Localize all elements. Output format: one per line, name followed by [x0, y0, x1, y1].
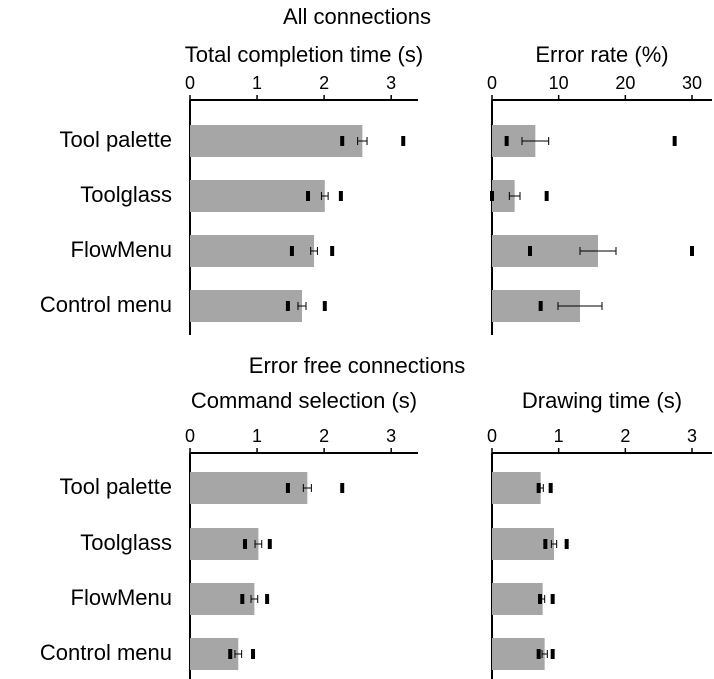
marker: [401, 136, 406, 146]
x-tick-label: 3: [386, 73, 396, 93]
error-bar: [508, 192, 521, 200]
x-tick-label: 3: [386, 426, 396, 446]
x-tick-label: 20: [615, 73, 635, 93]
marker: [536, 649, 541, 659]
marker: [528, 246, 532, 256]
chart-title: Error rate (%): [535, 42, 668, 67]
marker: [690, 246, 694, 256]
marker: [330, 246, 335, 256]
marker: [564, 539, 569, 549]
category-label: Tool palette: [59, 127, 172, 152]
error-bar: [579, 247, 617, 255]
bar: [492, 638, 545, 670]
marker: [543, 539, 548, 549]
marker: [338, 191, 343, 201]
error-bar: [541, 650, 548, 658]
bar: [492, 583, 543, 615]
category-label: FlowMenu: [71, 237, 172, 262]
bar: [190, 125, 363, 157]
marker: [228, 649, 233, 659]
error-bar: [357, 137, 368, 145]
marker: [340, 483, 345, 493]
chart-title: Drawing time (s): [522, 388, 682, 413]
bar: [190, 290, 302, 322]
category-label: Toolglass: [80, 530, 172, 555]
marker: [306, 191, 311, 201]
x-tick-label: 1: [252, 73, 262, 93]
marker: [672, 136, 677, 146]
marker: [242, 539, 247, 549]
error-bar: [521, 137, 550, 145]
x-tick-label: 0: [185, 73, 195, 93]
x-tick-label: 0: [487, 73, 497, 93]
x-tick-label: 2: [620, 426, 630, 446]
marker: [340, 136, 345, 146]
marker: [550, 649, 555, 659]
marker: [285, 483, 290, 493]
bar: [190, 235, 315, 267]
marker: [550, 594, 555, 604]
marker: [538, 594, 542, 604]
error-bar: [550, 540, 558, 548]
category-label: Control menu: [40, 292, 172, 317]
x-tick-label: 1: [252, 426, 262, 446]
marker: [322, 301, 327, 311]
bar: [190, 180, 325, 212]
marker: [265, 594, 270, 604]
category-label: Tool palette: [59, 474, 172, 499]
marker: [251, 649, 256, 659]
marker: [267, 539, 272, 549]
x-tick-label: 0: [185, 426, 195, 446]
error-bar: [250, 595, 259, 603]
chart-title: Command selection (s): [191, 388, 417, 413]
marker: [285, 301, 290, 311]
error-bar: [254, 540, 263, 548]
marker: [536, 483, 541, 493]
marker: [289, 246, 294, 256]
x-tick-label: 1: [554, 426, 564, 446]
x-tick-label: 2: [319, 426, 329, 446]
marker: [538, 301, 543, 311]
category-label: FlowMenu: [71, 585, 172, 610]
x-tick-label: 3: [687, 426, 697, 446]
category-label: Toolglass: [80, 182, 172, 207]
error-bar: [320, 192, 329, 200]
group-title: Error free connections: [249, 353, 465, 378]
x-tick-label: 30: [682, 73, 702, 93]
x-tick-label: 2: [319, 73, 329, 93]
group-title: All connections: [283, 4, 431, 29]
x-tick-label: 0: [487, 426, 497, 446]
error-bar: [234, 650, 243, 658]
marker: [548, 483, 553, 493]
error-bar: [302, 484, 312, 492]
marker: [544, 191, 549, 201]
x-tick-label: 10: [549, 73, 569, 93]
bar: [492, 472, 541, 504]
error-bar: [297, 302, 307, 310]
marker: [240, 594, 245, 604]
error-bar: [310, 247, 318, 255]
bar: [190, 583, 255, 615]
marker: [504, 136, 509, 146]
error-bar: [557, 302, 603, 310]
bar: [492, 180, 515, 212]
chart-title: Total completion time (s): [185, 42, 423, 67]
marker: [490, 191, 494, 201]
category-label: Control menu: [40, 640, 172, 665]
bar: [190, 528, 259, 560]
